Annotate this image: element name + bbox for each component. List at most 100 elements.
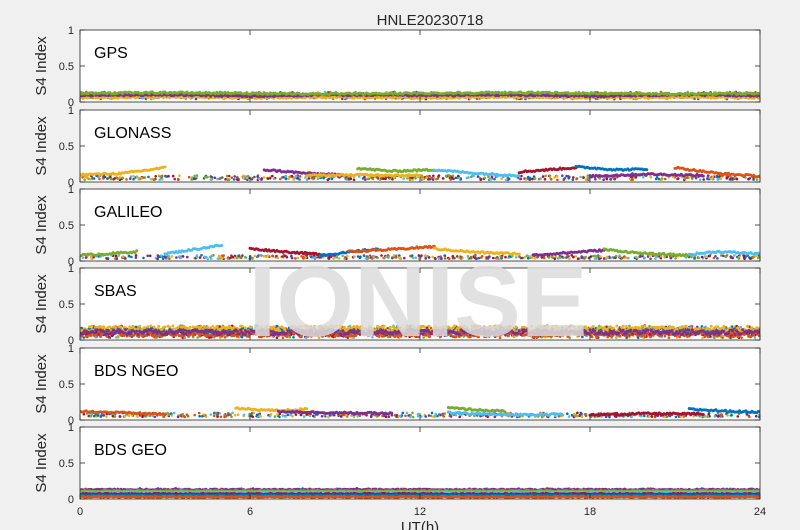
data-point: [159, 175, 162, 178]
data-point: [469, 255, 473, 259]
data-point: [225, 174, 229, 178]
data-point: [251, 256, 254, 260]
data-point: [282, 175, 285, 179]
data-point: [124, 257, 127, 260]
data-point: [366, 177, 370, 181]
data-point: [631, 178, 634, 182]
data-point: [465, 176, 469, 180]
data-point: [431, 178, 435, 181]
data-point: [195, 255, 199, 259]
data-point: [134, 256, 138, 259]
data-point: [244, 255, 247, 259]
series-4: [432, 168, 521, 178]
data-point: [203, 175, 207, 179]
data-point: [528, 176, 532, 180]
data-point: [330, 177, 334, 181]
data-point: [730, 325, 734, 328]
data-point: [719, 177, 723, 181]
data-point: [266, 177, 270, 180]
data-point: [363, 175, 366, 179]
data-point: [605, 255, 609, 259]
data-point: [278, 177, 282, 181]
data-point: [314, 256, 317, 260]
data-point: [729, 256, 733, 259]
data-point: [312, 177, 316, 180]
data-point: [553, 257, 557, 261]
data-point: [365, 257, 368, 260]
data-point: [132, 174, 135, 178]
y-axis-label: S4 Index: [33, 36, 50, 96]
data-point: [556, 178, 559, 182]
data-point: [518, 255, 521, 258]
data-point: [634, 176, 638, 179]
data-point: [493, 177, 496, 181]
data-point: [449, 178, 453, 181]
data-point: [118, 176, 122, 179]
data-point: [624, 256, 628, 260]
data-point: [181, 255, 185, 258]
data-point: [158, 178, 161, 182]
data-point: [437, 257, 441, 260]
data-point: [492, 256, 495, 260]
data-point: [628, 177, 632, 181]
data-point: [476, 175, 480, 178]
data-point: [253, 254, 257, 258]
data-point: [561, 174, 564, 177]
data-point: [113, 177, 116, 180]
data-point: [724, 255, 728, 259]
data-point: [385, 255, 388, 259]
data-point: [690, 177, 694, 180]
data-point: [427, 256, 431, 259]
data-point: [663, 177, 667, 181]
data-point: [275, 254, 278, 258]
data-point: [649, 257, 652, 261]
data-point: [737, 256, 740, 260]
data-point: [500, 255, 503, 259]
data-point: [597, 257, 601, 261]
data-point: [526, 256, 530, 260]
data-point: [743, 257, 746, 261]
data-point: [332, 257, 336, 260]
data-point: [488, 178, 492, 181]
data-point: [683, 177, 687, 180]
data-point: [186, 255, 189, 259]
series-5: [80, 90, 760, 97]
data-point: [272, 177, 276, 180]
data-point: [477, 256, 481, 260]
data-point: [257, 177, 261, 181]
data-point: [135, 249, 139, 253]
data-point: [504, 255, 507, 259]
data-point: [716, 177, 719, 181]
panel-label: GLONASS: [94, 125, 171, 142]
data-point: [740, 336, 743, 340]
data-point: [337, 257, 341, 260]
data-point: [539, 177, 542, 180]
data-point: [163, 165, 167, 169]
data-point: [669, 256, 673, 260]
data-point: [208, 336, 211, 339]
data-point: [557, 256, 560, 260]
data-point: [706, 177, 709, 181]
data-point: [117, 254, 120, 257]
data-point: [490, 175, 494, 179]
data-point: [700, 255, 704, 259]
data-point: [508, 255, 511, 258]
data-point: [457, 174, 460, 178]
data-point: [755, 178, 759, 181]
data-point: [125, 178, 128, 181]
data-point: [602, 257, 606, 260]
data-point: [431, 255, 435, 259]
data-point: [266, 254, 270, 258]
data-point: [115, 257, 119, 261]
data-point: [531, 177, 534, 181]
data-point: [598, 177, 601, 180]
data-point: [694, 176, 698, 180]
data-point: [706, 174, 710, 177]
data-point: [210, 254, 214, 258]
data-point: [170, 255, 174, 258]
data-point: [142, 256, 145, 260]
data-point: [246, 178, 249, 182]
